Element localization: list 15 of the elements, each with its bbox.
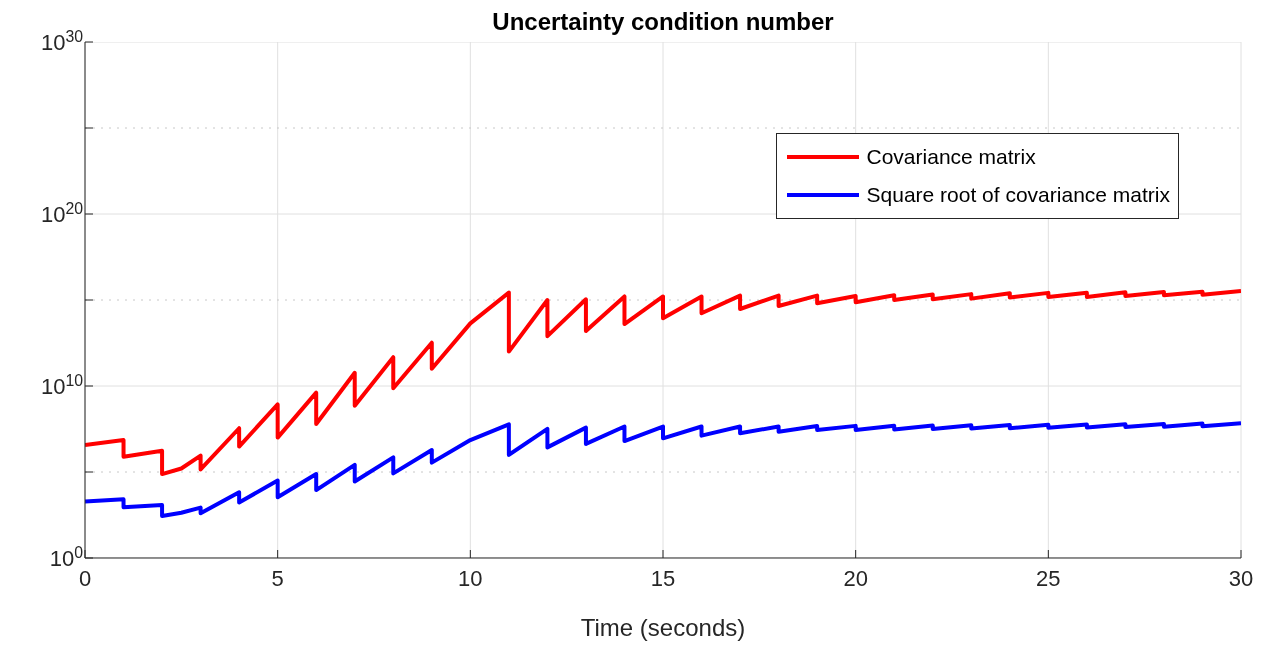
x-tick-label: 10 [458, 566, 483, 591]
x-tick-label: 30 [1228, 566, 1254, 591]
y-tick-label: 10$^{30}$ [40, 27, 84, 55]
x-tick-label: 20 [843, 566, 868, 591]
legend-label: Covariance matrix [866, 145, 1036, 169]
line-series [85, 289, 1241, 477]
y-tick-label: 10$^{20}$ [40, 199, 84, 227]
chart-title: Uncertainty condition number [491, 8, 835, 36]
line-series [85, 421, 1241, 518]
x-tick-label: 5 [271, 566, 284, 591]
x-tick-label: 15 [650, 566, 676, 591]
y-tick-label: 10$^{10}$ [40, 371, 84, 399]
x-tick-label: 25 [1036, 566, 1061, 591]
x-axis-title: Time (seconds) [580, 614, 746, 641]
legend-label: Square root of covariance matrix [866, 183, 1170, 207]
